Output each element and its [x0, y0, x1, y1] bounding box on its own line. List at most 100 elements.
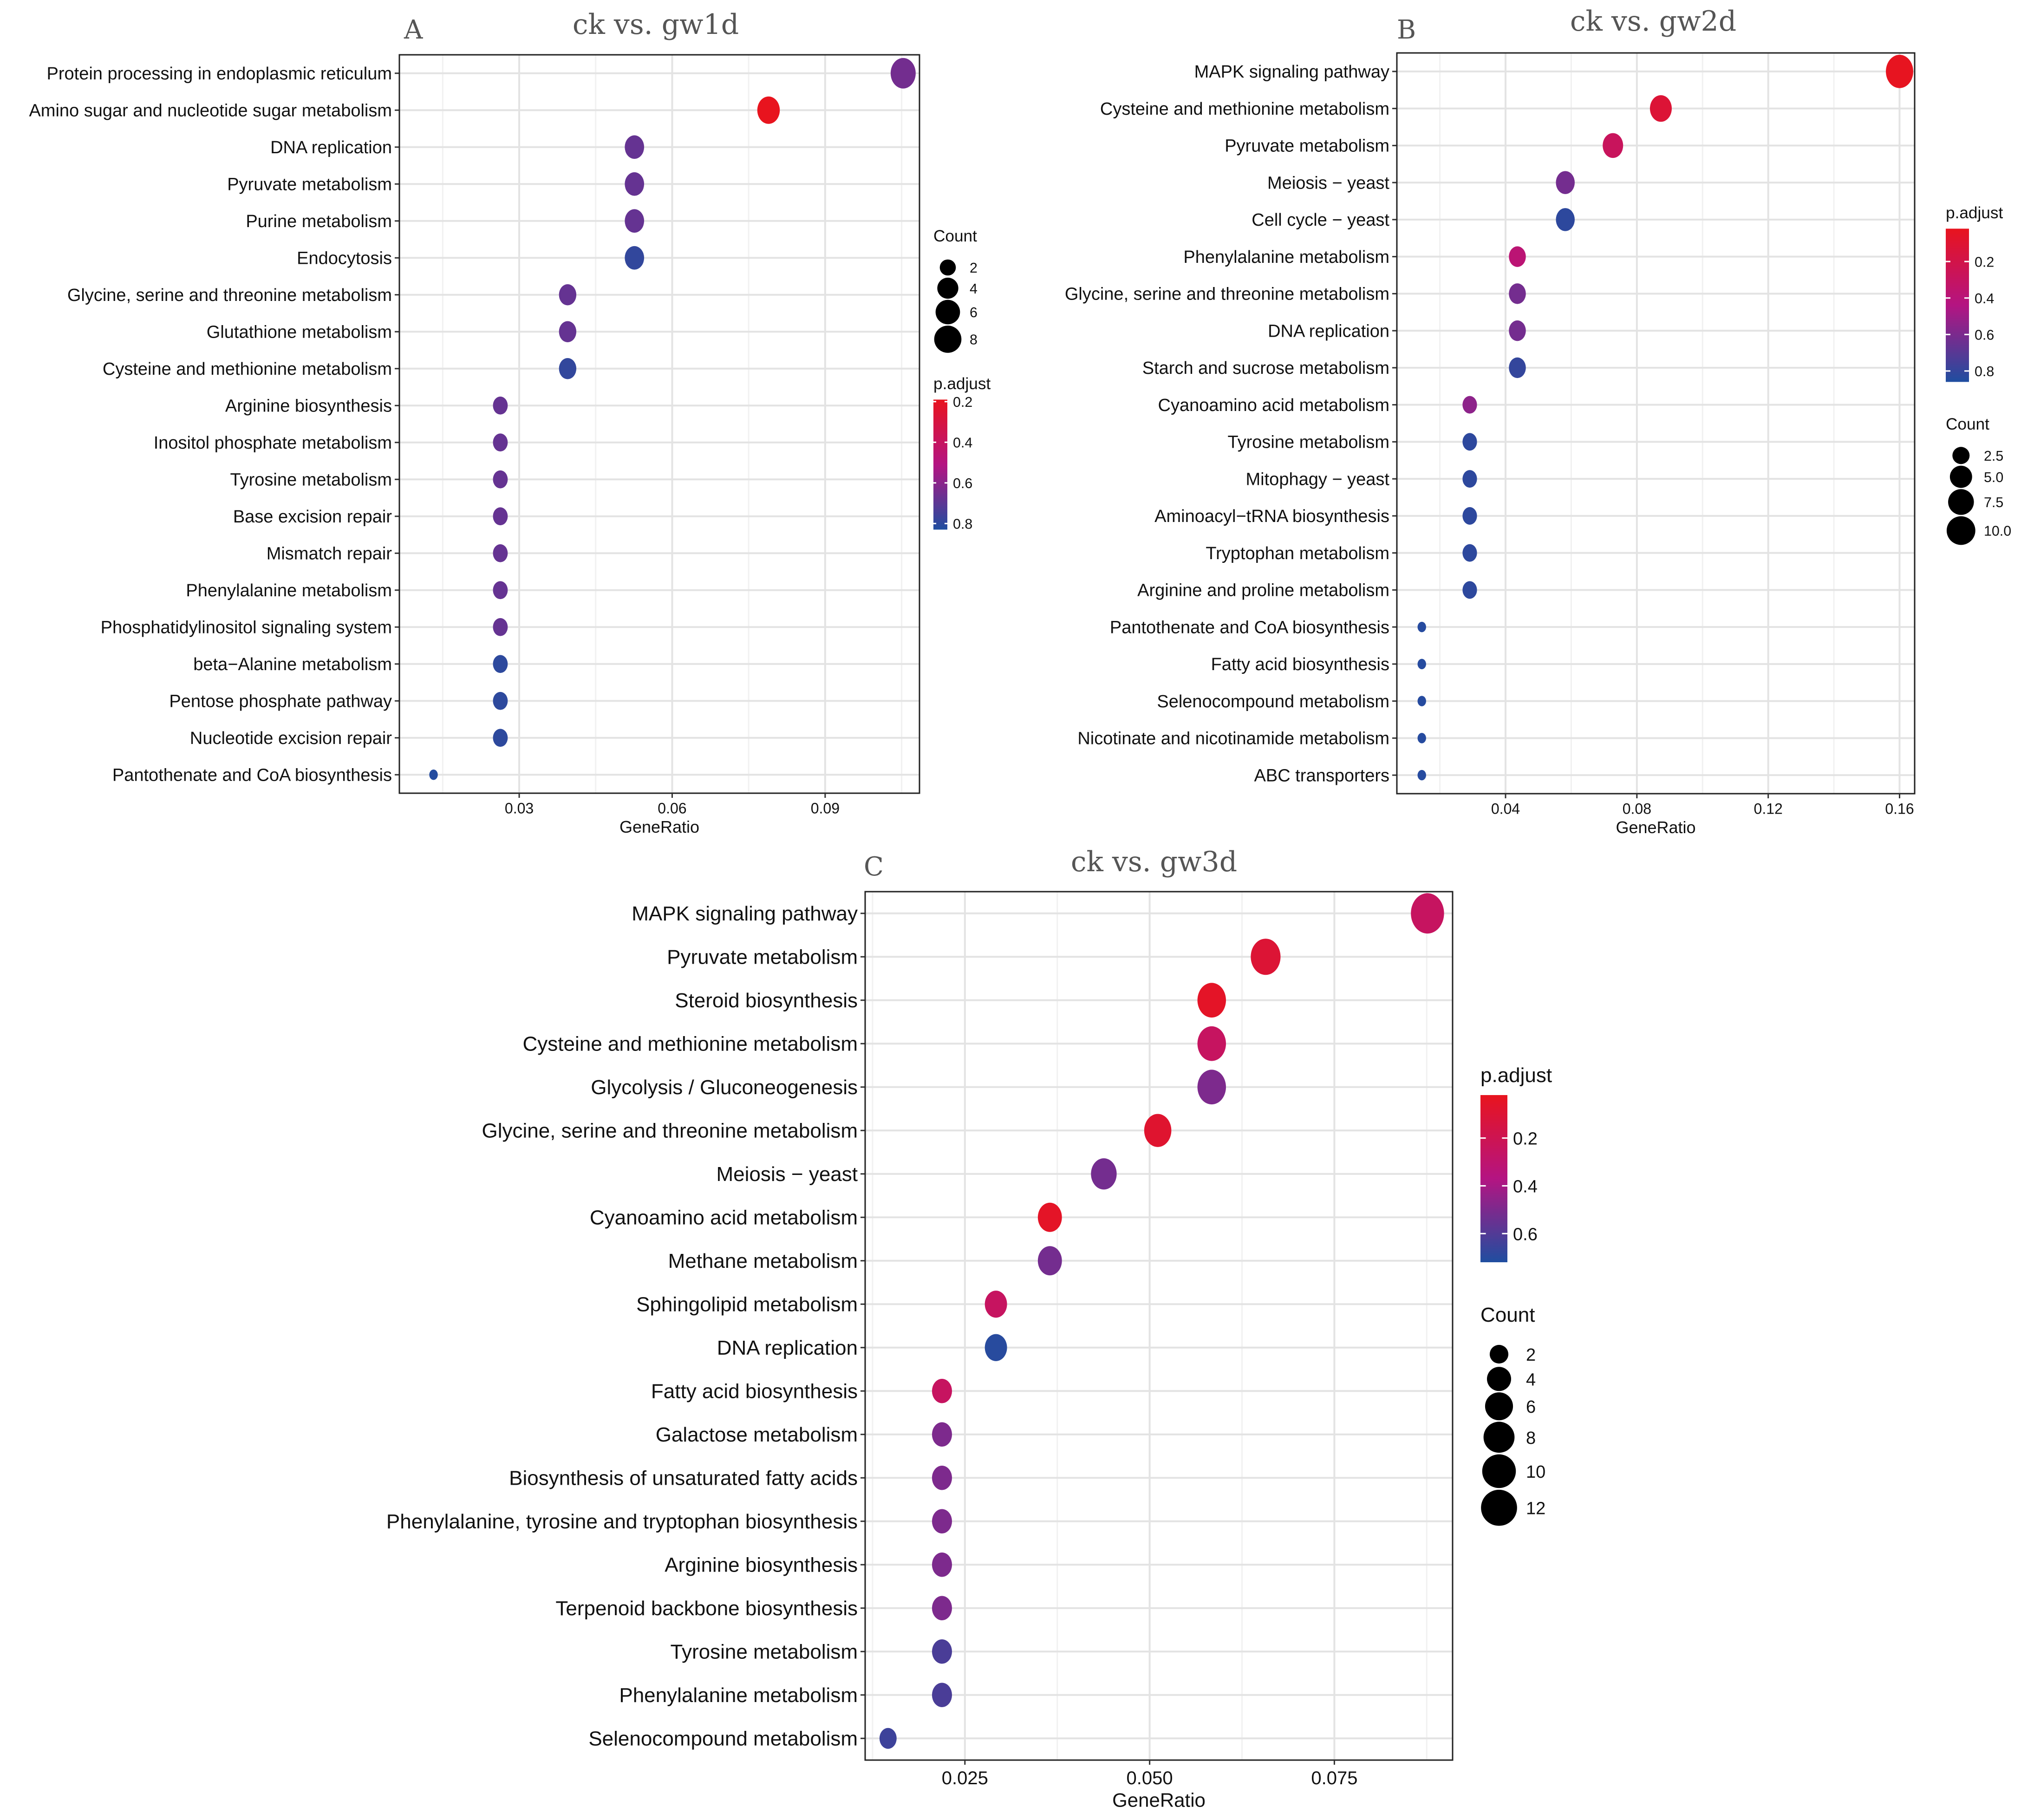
data-point	[932, 1379, 952, 1403]
data-point	[493, 396, 508, 415]
size-legend-label: 10	[1526, 1462, 1545, 1482]
y-tick-label: beta−Alanine metabolism	[193, 655, 392, 674]
data-point	[1649, 95, 1672, 122]
y-tick-label: Cyanoamino acid metabolism	[1158, 396, 1389, 415]
x-tick-label: 0.16	[1885, 801, 1914, 817]
y-tick-label: Starch and sucrose metabolism	[1142, 359, 1389, 378]
data-point	[1197, 983, 1226, 1018]
color-legend-label: 0.2	[1513, 1129, 1538, 1149]
data-point	[1603, 133, 1623, 158]
y-tick-label: Glycine, serine and threonine metabolism	[1065, 285, 1389, 304]
color-legend-title: p.adjust	[933, 375, 991, 393]
y-tick-label: Meiosis − yeast	[717, 1163, 858, 1186]
y-tick-label: Selenocompound metabolism	[1157, 692, 1389, 711]
plot-background	[1397, 53, 1915, 794]
size-legend-label: 12	[1526, 1499, 1545, 1519]
plot-frame	[1396, 52, 1916, 795]
y-tick-label: Mismatch repair	[267, 544, 392, 564]
y-tick-label: Tyrosine metabolism	[1228, 433, 1389, 452]
data-point	[625, 209, 645, 233]
y-tick-label: Mitophagy − yeast	[1246, 470, 1390, 489]
y-tick-label: Arginine biosynthesis	[225, 397, 392, 416]
data-point	[493, 655, 508, 673]
data-point	[1509, 357, 1526, 378]
x-tick-label: 0.075	[1311, 1768, 1357, 1788]
data-point	[1417, 659, 1426, 670]
data-point	[1509, 246, 1526, 267]
data-point	[890, 58, 916, 89]
y-tick-label: Fatty acid biosynthesis	[1211, 655, 1389, 674]
data-point	[493, 581, 508, 600]
data-point	[1462, 507, 1477, 525]
data-point	[1417, 733, 1426, 744]
y-tick-label: MAPK signaling pathway	[632, 902, 858, 925]
data-point	[1462, 544, 1477, 562]
data-point	[984, 1334, 1007, 1361]
size-legend-label: 2	[1526, 1345, 1536, 1365]
data-point	[1411, 893, 1444, 934]
size-legend-title: Count	[1946, 415, 1989, 433]
x-axis-title: GeneRatio	[619, 817, 699, 836]
size-legend-key	[1485, 1392, 1513, 1421]
data-point	[493, 729, 508, 747]
color-legend-label: 0.6	[953, 476, 972, 491]
y-tick-label: Phenylalanine, tyrosine and tryptophan b…	[386, 1510, 858, 1533]
y-tick-label: Terpenoid backbone biosynthesis	[555, 1597, 858, 1620]
color-legend-label: 0.8	[953, 516, 972, 532]
size-legend-title: Count	[933, 227, 977, 245]
y-tick-label: Pantothenate and CoA biosynthesis	[1110, 618, 1389, 637]
y-tick-label: DNA replication	[1268, 321, 1389, 341]
data-point	[625, 135, 645, 159]
data-point	[879, 1728, 897, 1749]
panel-a-title: ck vs. gw1d	[573, 8, 739, 41]
data-point	[493, 618, 508, 636]
y-tick-label: Cysteine and methionine metabolism	[1100, 99, 1389, 119]
y-tick-label: Nucleotide excision repair	[190, 729, 392, 748]
x-tick-label: 0.03	[505, 800, 534, 817]
size-legend-title: Count	[1480, 1304, 1535, 1326]
color-legend-bar	[1946, 228, 1969, 382]
data-point	[559, 358, 577, 379]
y-tick-label: Tyrosine metabolism	[230, 470, 392, 490]
data-point	[932, 1596, 952, 1620]
size-legend-key	[1946, 516, 1975, 545]
size-legend-label: 7.5	[1984, 495, 2003, 510]
y-tick-label: Protein processing in endoplasmic reticu…	[47, 64, 392, 84]
color-legend-bar	[933, 399, 947, 530]
data-point	[1417, 621, 1426, 633]
size-legend-key	[1483, 1422, 1515, 1453]
size-legend-label: 8	[970, 332, 978, 348]
size-legend-key	[1952, 447, 1970, 464]
y-tick-label: Endocytosis	[297, 249, 392, 268]
color-legend-bar	[1480, 1095, 1507, 1262]
y-tick-label: ABC transporters	[1254, 766, 1389, 785]
y-tick-label: Cysteine and methionine metabolism	[523, 1033, 858, 1056]
plot-frame	[398, 54, 920, 794]
data-point	[559, 284, 577, 306]
y-tick-label: Glycine, serine and threonine metabolism	[67, 286, 392, 305]
data-point	[493, 433, 508, 452]
y-tick-label: Methane metabolism	[668, 1250, 858, 1272]
panel-b-plot: MAPK signaling pathway Cysteine and methi…	[1065, 52, 2011, 837]
data-point	[932, 1422, 952, 1447]
y-tick-label: Selenocompound metabolism	[588, 1728, 858, 1750]
data-point	[1462, 581, 1477, 599]
panel-a-plot: Protein processing in endoplasmic reticu…	[29, 54, 991, 836]
color-legend-label: 0.4	[1975, 291, 1994, 307]
x-tick-label: 0.025	[942, 1768, 988, 1788]
panel-b-letter: B	[1397, 15, 1416, 45]
x-axis-title: GeneRatio	[1616, 818, 1695, 837]
data-point	[932, 1466, 952, 1490]
data-point	[1037, 1246, 1062, 1276]
size-legend-key	[934, 326, 962, 353]
size-legend-label: 4	[1526, 1370, 1536, 1389]
color-legend-label: 0.2	[1975, 254, 1994, 270]
y-tick-label: Aminoacyl−tRNA biosynthesis	[1154, 507, 1389, 526]
x-axis-title: GeneRatio	[1112, 1789, 1206, 1811]
data-point	[1462, 433, 1477, 451]
y-tick-label: Phenylalanine metabolism	[186, 581, 392, 600]
color-legend-label: 0.8	[1975, 364, 1994, 379]
data-point	[1091, 1158, 1117, 1190]
data-point	[1417, 696, 1426, 706]
y-tick-label: DNA replication	[717, 1337, 858, 1359]
